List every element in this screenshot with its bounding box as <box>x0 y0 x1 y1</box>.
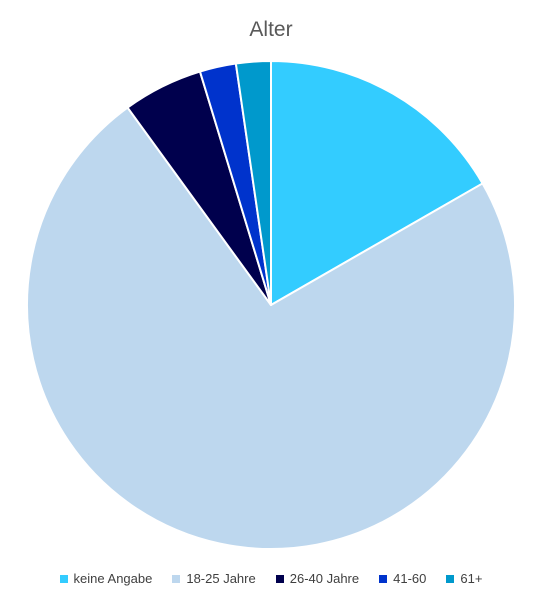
legend-item-1: 18-25 Jahre <box>172 571 256 586</box>
pie-slice-0 <box>270 60 484 306</box>
legend-label-0: keine Angabe <box>73 571 153 586</box>
legend-swatch-2 <box>275 574 284 583</box>
legend-swatch-4 <box>446 574 455 583</box>
legend-item-0: keine Angabe <box>59 571 153 586</box>
legend-label-3: 41-60 <box>393 571 427 586</box>
legend-label-1: 18-25 Jahre <box>186 571 256 586</box>
legend-item-3: 41-60 <box>379 571 426 586</box>
pie-slice-1 <box>26 106 516 550</box>
legend-label-4: 61+ <box>460 571 483 586</box>
legend-swatch-3 <box>379 574 388 583</box>
legend-label-2: 26-40 Jahre <box>289 571 360 586</box>
legend-swatch-1 <box>172 574 181 583</box>
pie-slice-4 <box>234 60 272 306</box>
legend-item-2: 26-40 Jahre <box>275 571 360 586</box>
legend-swatch-0 <box>59 574 68 583</box>
legend: keine Angabe 18-25 Jahre 26-40 Jahre 41-60 6… <box>0 571 542 586</box>
legend-item-4: 61+ <box>446 571 482 586</box>
chart-title: Alter <box>249 18 293 41</box>
